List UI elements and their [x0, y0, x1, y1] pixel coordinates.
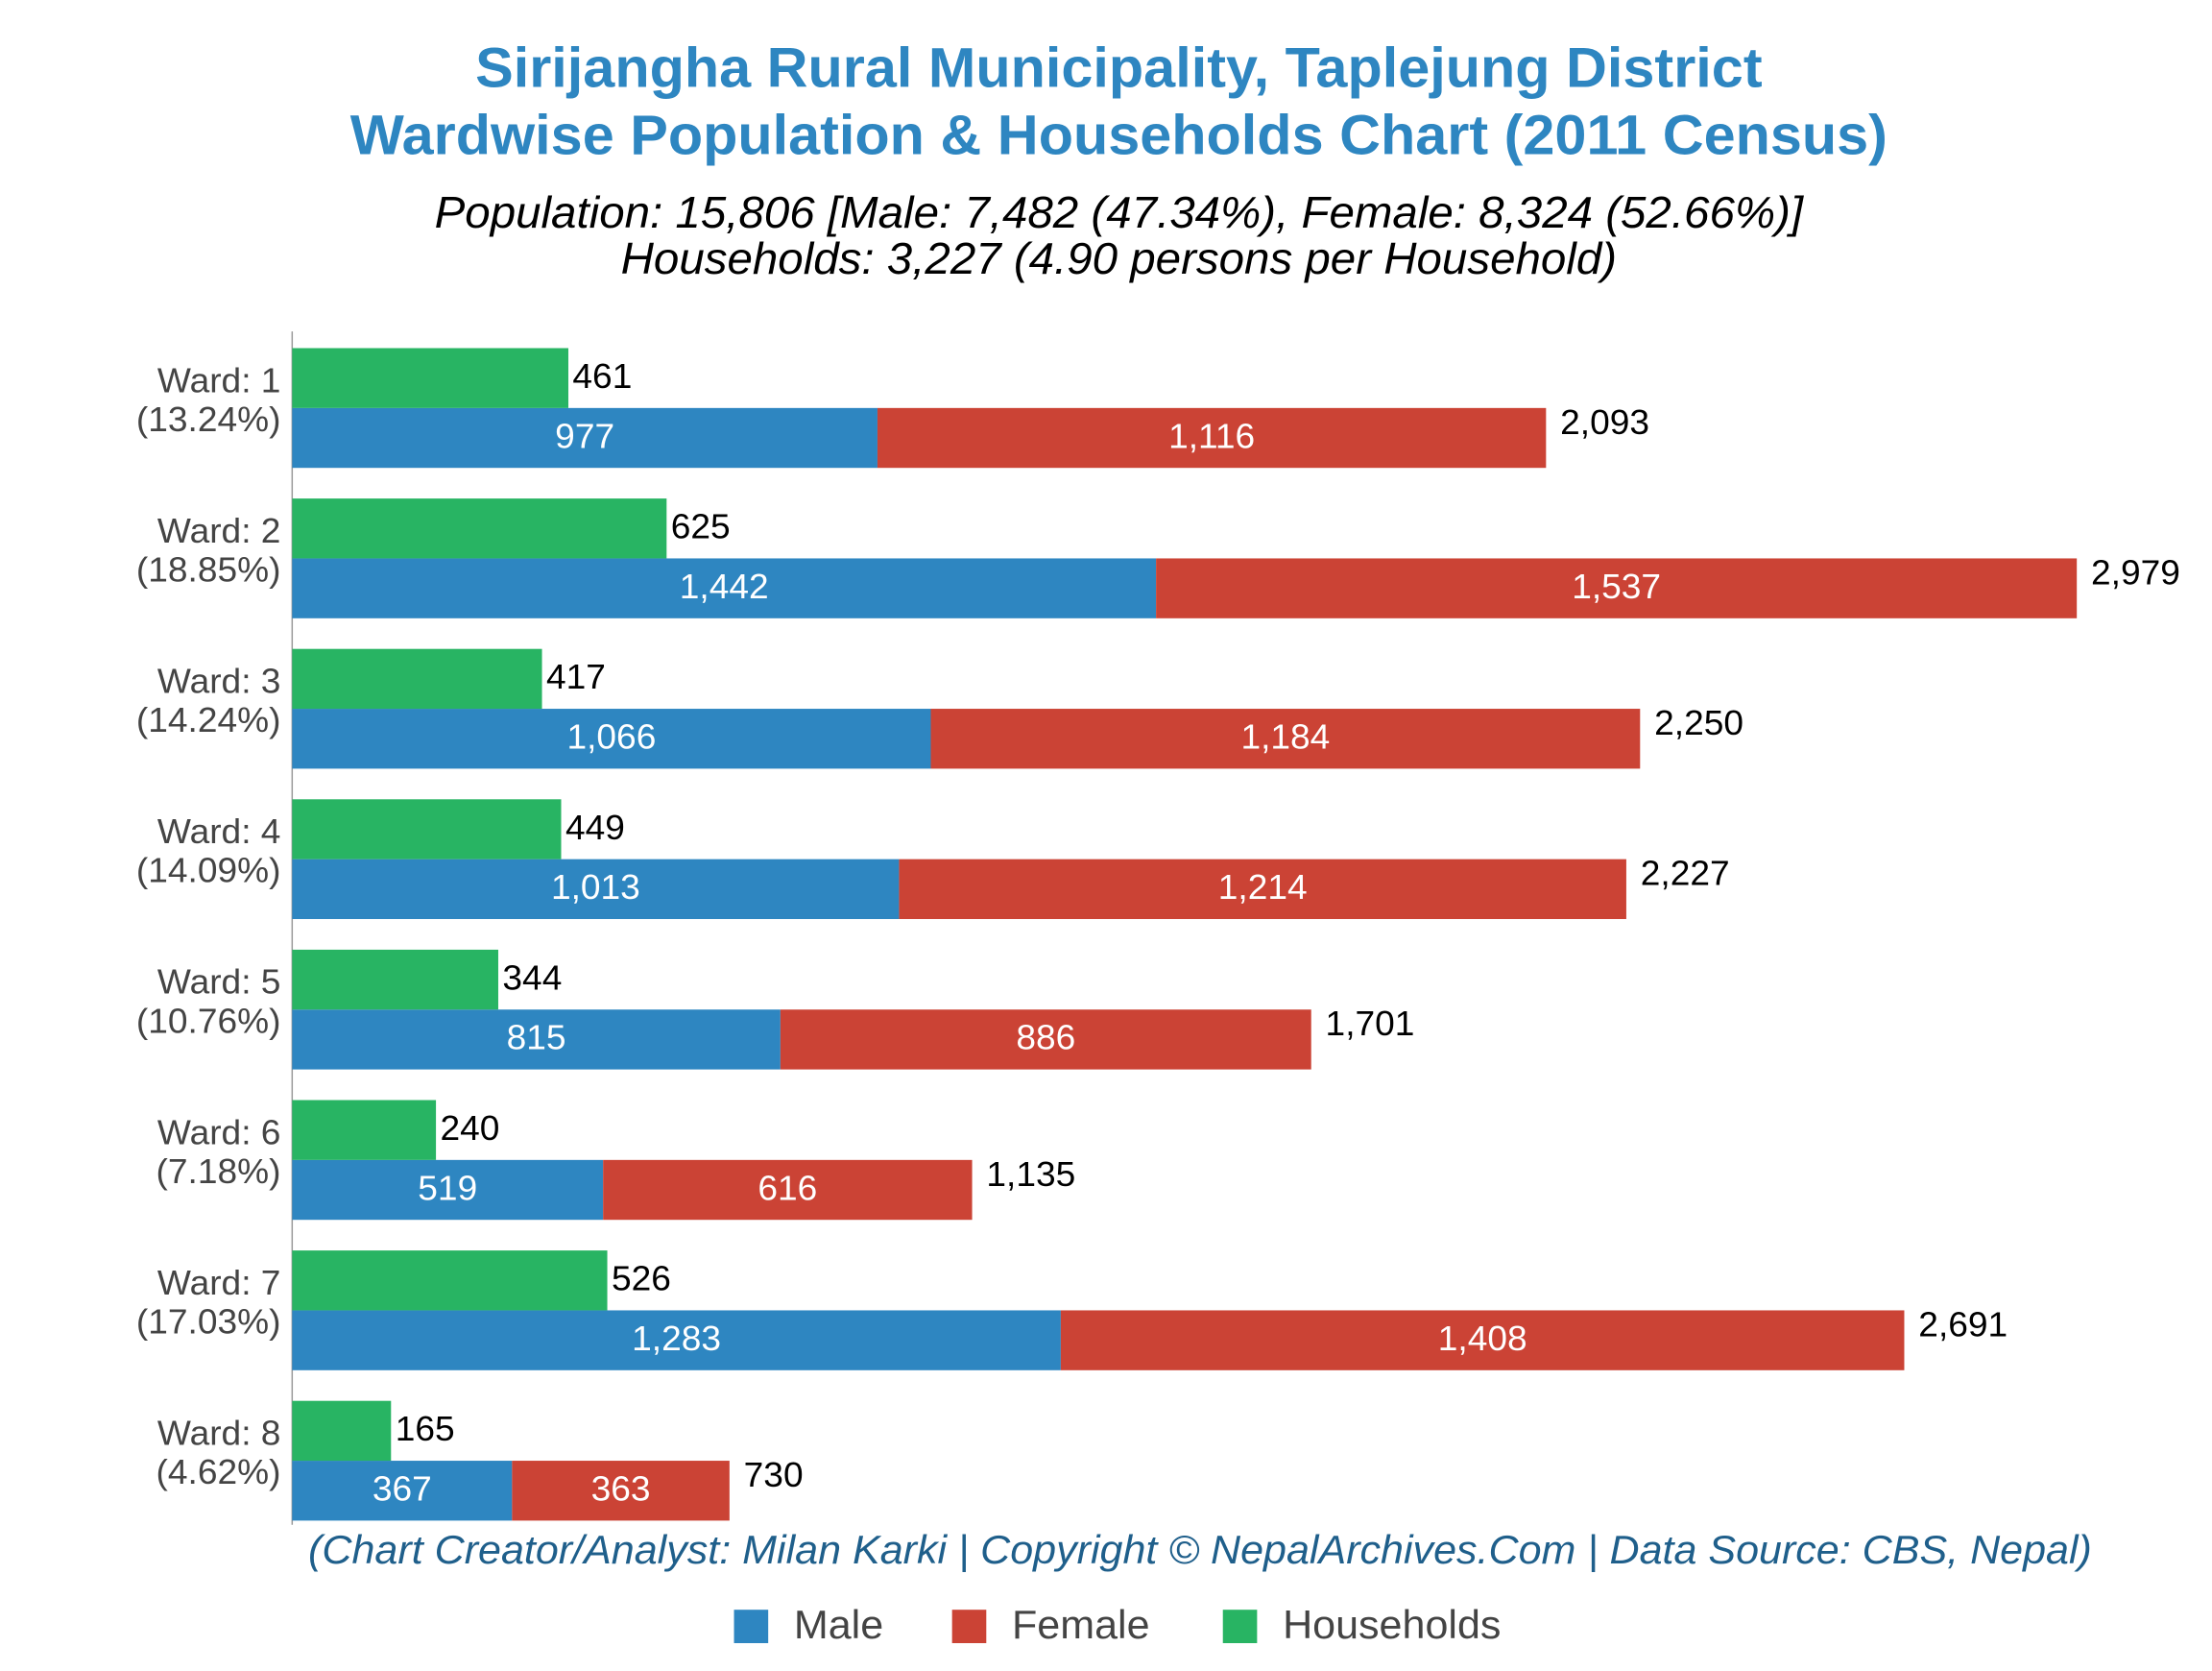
bar	[292, 949, 498, 1010]
bar	[292, 799, 562, 860]
y-tick-label: (17.03%)	[136, 1302, 281, 1342]
data-label: 1,013	[551, 868, 640, 908]
data-label: 526	[612, 1259, 671, 1298]
data-label: 1,066	[566, 717, 656, 757]
bar	[780, 1009, 1311, 1070]
bar	[292, 1250, 608, 1311]
bar	[1156, 558, 2078, 618]
data-label: 1,537	[1572, 567, 1661, 606]
y-tick-label: Ward: 8	[157, 1414, 281, 1453]
data-label: 1,214	[1218, 868, 1308, 908]
legend-label: Female	[1012, 1603, 1150, 1648]
data-label: 417	[546, 658, 606, 697]
bar	[292, 348, 568, 408]
y-tick-label: Ward: 6	[157, 1113, 281, 1152]
bar	[603, 1159, 973, 1221]
data-label: 367	[373, 1469, 432, 1509]
bar	[292, 1009, 781, 1070]
y-tick-label: (13.24%)	[136, 400, 281, 439]
legend-label: Male	[794, 1603, 883, 1648]
y-tick-label: Ward: 4	[157, 812, 281, 852]
total-label: 730	[744, 1455, 804, 1494]
bar	[292, 1461, 513, 1521]
bar	[1060, 1310, 1905, 1370]
y-tick-label: Ward: 1	[157, 361, 281, 400]
data-label: 1,408	[1438, 1319, 1527, 1358]
legend-swatch	[951, 1610, 987, 1643]
y-tick-label: (4.62%)	[156, 1453, 281, 1492]
data-label: 165	[396, 1410, 455, 1449]
data-label: 1,116	[1168, 417, 1255, 456]
bar	[292, 1400, 392, 1462]
legend-swatch	[1222, 1610, 1258, 1643]
bar	[292, 1310, 1061, 1370]
bar	[930, 709, 1641, 769]
data-label: 1,442	[680, 567, 769, 606]
total-label: 2,691	[1918, 1305, 2008, 1344]
bar	[292, 1100, 437, 1160]
y-tick-label: (18.85%)	[136, 550, 281, 590]
bar	[292, 1159, 604, 1221]
chart-subtitle: Population: 15,806 [Male: 7,482 (47.34%)…	[435, 187, 1804, 237]
data-label: 461	[572, 356, 632, 396]
data-label: 815	[507, 1018, 566, 1057]
y-tick-label: Ward: 7	[157, 1263, 281, 1302]
legend-label: Households	[1283, 1603, 1501, 1648]
total-label: 2,979	[2091, 553, 2180, 593]
y-tick-label: (14.24%)	[136, 701, 281, 740]
total-label: 2,227	[1641, 854, 1730, 893]
bar	[292, 498, 667, 559]
y-tick-label: Ward: 5	[157, 962, 281, 1002]
data-label: 625	[671, 507, 731, 546]
bar	[292, 709, 931, 769]
bar	[899, 859, 1626, 919]
y-tick-label: Ward: 2	[157, 511, 281, 550]
data-label: 977	[555, 417, 614, 456]
chart-subtitle: Households: 3,227 (4.90 persons per Hous…	[621, 232, 1617, 282]
legend-swatch	[733, 1610, 769, 1643]
bar	[292, 407, 878, 469]
footer: (Chart Creator/Analyst: Milan Karki | Co…	[308, 1527, 2092, 1572]
data-label: 1,283	[632, 1319, 721, 1358]
total-label: 2,250	[1654, 703, 1743, 742]
y-tick-label: (10.76%)	[136, 1002, 281, 1041]
total-label: 2,093	[1560, 402, 1649, 442]
bar	[877, 407, 1547, 469]
bar	[292, 859, 900, 919]
y-tick-label: (14.09%)	[136, 851, 281, 890]
data-label: 886	[1016, 1018, 1075, 1057]
data-label: 616	[757, 1169, 817, 1208]
data-label: 344	[502, 958, 562, 998]
bar	[292, 648, 542, 710]
data-label: 1,184	[1240, 717, 1330, 757]
y-tick-label: (7.18%)	[156, 1151, 281, 1191]
chart-title: Wardwise Population & Households Chart (…	[350, 105, 1887, 166]
data-label: 519	[418, 1169, 477, 1208]
data-label: 449	[565, 808, 625, 847]
data-label: 363	[591, 1469, 651, 1509]
total-label: 1,701	[1326, 1005, 1415, 1044]
bar	[512, 1461, 730, 1521]
bar	[292, 558, 1157, 618]
data-label: 240	[441, 1108, 500, 1148]
chart-title: Sirijangha Rural Municipality, Taplejung…	[475, 37, 1763, 99]
y-tick-label: Ward: 3	[157, 662, 281, 701]
total-label: 1,135	[986, 1154, 1075, 1194]
